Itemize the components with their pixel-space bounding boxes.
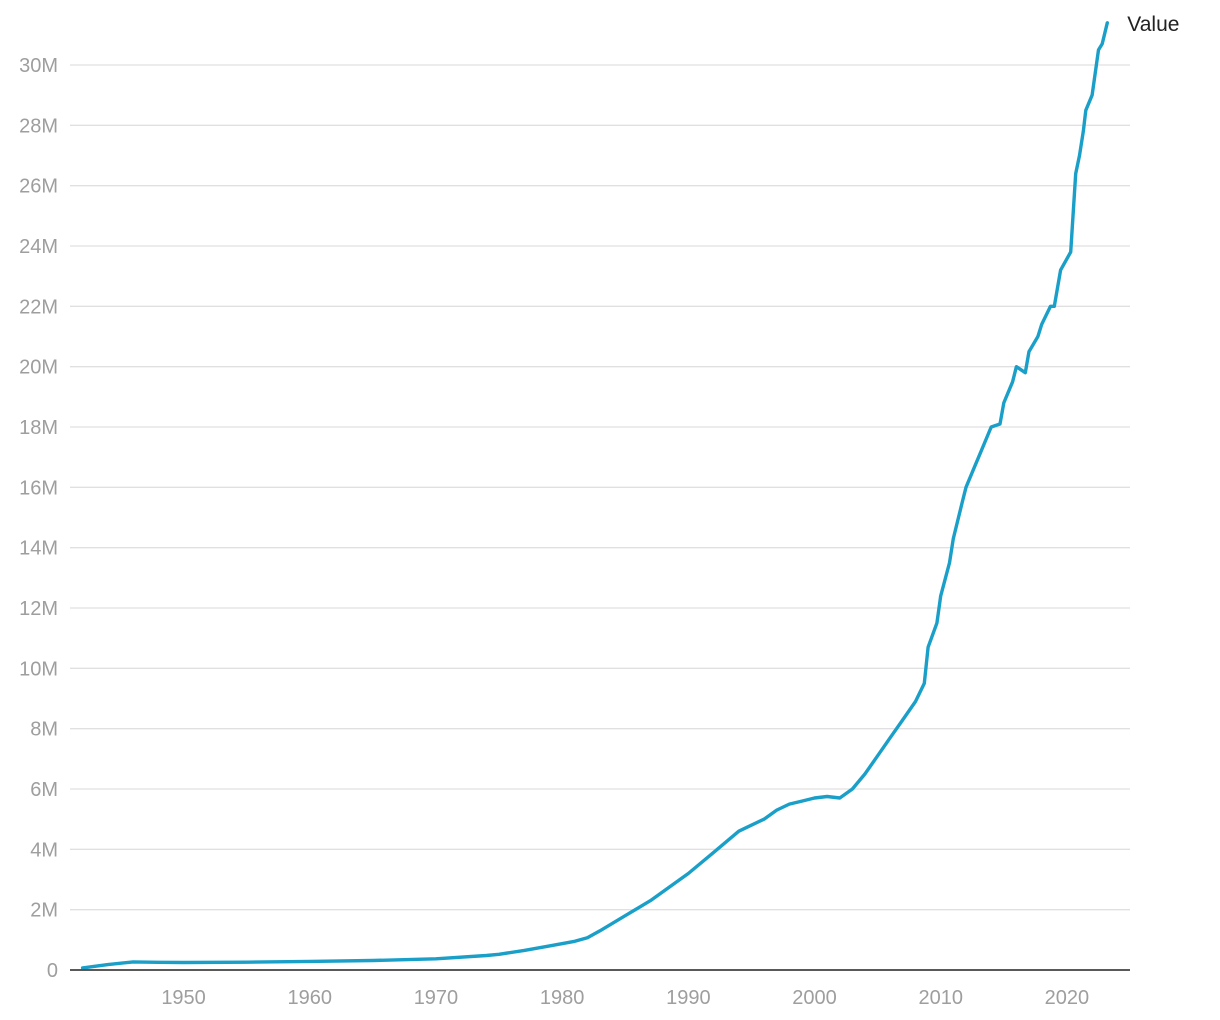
series-labels: Value	[1127, 13, 1179, 36]
x-tick-label: 1980	[540, 987, 585, 1009]
y-tick-label: 6M	[30, 779, 58, 801]
y-tick-label: 12M	[19, 598, 58, 620]
y-tick-label: 16M	[19, 477, 58, 499]
y-tick-label: 8M	[30, 719, 58, 741]
series-name-label: Value	[1127, 13, 1179, 36]
y-axis-ticks: 0 2M 4M 6M 8M 10M 12M 14M 16M 18M 20M 22M 24M 26M 28M 3…	[19, 55, 58, 982]
x-tick-label: 1950	[161, 987, 206, 1009]
y-tick-label: 4M	[30, 839, 58, 861]
y-tick-label: 0	[47, 960, 58, 982]
x-tick-label: 1990	[666, 987, 711, 1009]
series-lines	[80, 21, 1110, 970]
x-tick-label: 2020	[1045, 987, 1090, 1009]
y-tick-label: 18M	[19, 417, 58, 439]
y-tick-label: 14M	[19, 538, 58, 560]
x-tick-label: 1960	[288, 987, 333, 1009]
y-tick-label: 24M	[19, 236, 58, 258]
y-tick-label: 2M	[30, 900, 58, 922]
x-tick-label: 2000	[792, 987, 837, 1009]
series-line	[80, 21, 1110, 970]
x-tick-label: 2010	[918, 987, 963, 1009]
y-tick-label: 22M	[19, 296, 58, 318]
y-tick-label: 26M	[19, 176, 58, 198]
x-axis-ticks: 1950 1960 1970 1980 1990 2000 2010 2020	[161, 987, 1089, 1009]
y-tick-label: 20M	[19, 357, 58, 379]
y-tick-label: 28M	[19, 115, 58, 137]
x-tick-label: 1970	[414, 987, 459, 1009]
y-tick-label: 30M	[19, 55, 58, 77]
y-tick-label: 10M	[19, 658, 58, 680]
gridlines	[70, 64, 1130, 911]
